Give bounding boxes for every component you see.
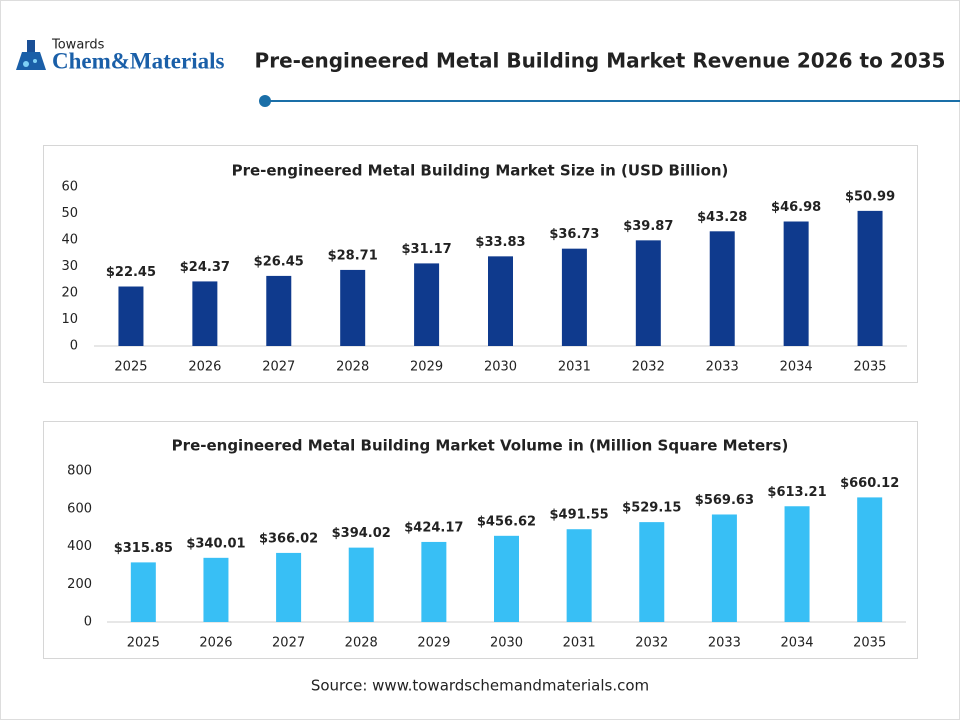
value-label: $22.45 (106, 265, 156, 280)
value-label: $46.98 (771, 200, 821, 215)
value-label: $50.99 (845, 189, 895, 204)
value-label: $491.55 (550, 508, 609, 523)
x-tick-label: 2026 (199, 636, 232, 651)
x-tick-label: 2035 (853, 360, 886, 375)
bar (711, 514, 737, 622)
x-tick-label: 2034 (780, 360, 813, 375)
bar (130, 562, 156, 622)
x-tick-label: 2035 (853, 636, 886, 651)
value-label: $529.15 (622, 501, 681, 516)
x-tick-label: 2032 (635, 636, 668, 651)
y-tick-label: 20 (61, 286, 78, 301)
y-tick-label: 200 (67, 577, 92, 592)
y-tick-label: 10 (61, 312, 78, 327)
logo-icon (16, 40, 46, 70)
x-tick-label: 2028 (345, 636, 378, 651)
value-label: $24.37 (180, 260, 230, 275)
x-tick-label: 2031 (563, 636, 596, 651)
bar (488, 256, 513, 346)
bar (118, 286, 144, 346)
value-label: $315.85 (114, 541, 173, 556)
value-label: $394.02 (332, 526, 391, 541)
x-tick-label: 2025 (114, 360, 147, 375)
value-label: $33.83 (475, 235, 525, 250)
page-title: Pre-engineered Metal Building Market Rev… (255, 49, 946, 73)
x-tick-label: 2027 (272, 636, 305, 651)
chart-panel (43, 421, 918, 659)
title-rule-dot (259, 95, 271, 107)
x-tick-label: 2027 (262, 360, 295, 375)
bar (857, 497, 883, 622)
bar (276, 552, 302, 622)
bar (709, 231, 735, 346)
value-label: $613.21 (767, 485, 826, 500)
bar (639, 522, 665, 622)
y-tick-label: 0 (70, 339, 78, 354)
value-label: $28.71 (328, 248, 378, 263)
value-label: $26.45 (254, 254, 304, 269)
x-tick-label: 2030 (484, 360, 517, 375)
chart-title: Pre-engineered Metal Building Market Vol… (172, 437, 789, 455)
value-label: $424.17 (404, 520, 463, 535)
y-tick-label: 40 (61, 233, 78, 248)
logo-main: Chem&Materials (52, 48, 224, 73)
value-label: $36.73 (549, 227, 599, 242)
bar (421, 541, 447, 622)
value-label: $31.17 (402, 242, 452, 257)
bar (266, 275, 292, 346)
bar (340, 269, 366, 346)
y-tick-label: 0 (84, 615, 92, 630)
bar (203, 557, 229, 622)
x-tick-label: 2033 (706, 360, 739, 375)
chart-title: Pre-engineered Metal Building Market Siz… (232, 162, 729, 180)
y-tick-label: 800 (67, 464, 92, 479)
logo-small: Towards (51, 38, 105, 53)
bar (348, 547, 374, 622)
x-tick-label: 2031 (558, 360, 591, 375)
x-tick-label: 2033 (708, 636, 741, 651)
y-tick-label: 50 (61, 206, 78, 221)
x-tick-label: 2029 (417, 636, 450, 651)
value-label: $39.87 (623, 219, 673, 234)
chart-panel (43, 145, 918, 383)
bar (561, 248, 587, 346)
x-tick-label: 2026 (188, 360, 221, 375)
source: Source: www.towardschemandmaterials.com (311, 677, 649, 695)
x-tick-label: 2034 (780, 636, 813, 651)
bar (566, 529, 592, 622)
bar (635, 240, 661, 346)
x-tick-label: 2029 (410, 360, 443, 375)
y-tick-label: 30 (61, 259, 78, 274)
value-label: $366.02 (259, 531, 318, 546)
value-label: $456.62 (477, 514, 536, 529)
bar (414, 263, 440, 346)
x-tick-label: 2032 (632, 360, 665, 375)
x-tick-label: 2028 (336, 360, 369, 375)
bar (783, 221, 809, 346)
bar (494, 535, 519, 622)
y-tick-label: 60 (61, 180, 78, 195)
bar (784, 506, 810, 622)
value-label: $340.01 (186, 536, 245, 551)
value-label: $660.12 (840, 476, 899, 491)
value-label: $569.63 (695, 493, 754, 508)
bar (192, 281, 218, 346)
y-tick-label: 400 (67, 539, 92, 554)
value-label: $43.28 (697, 210, 747, 225)
y-tick-label: 600 (67, 501, 92, 516)
bar (857, 210, 883, 346)
x-tick-label: 2030 (490, 636, 523, 651)
x-tick-label: 2025 (127, 636, 160, 651)
